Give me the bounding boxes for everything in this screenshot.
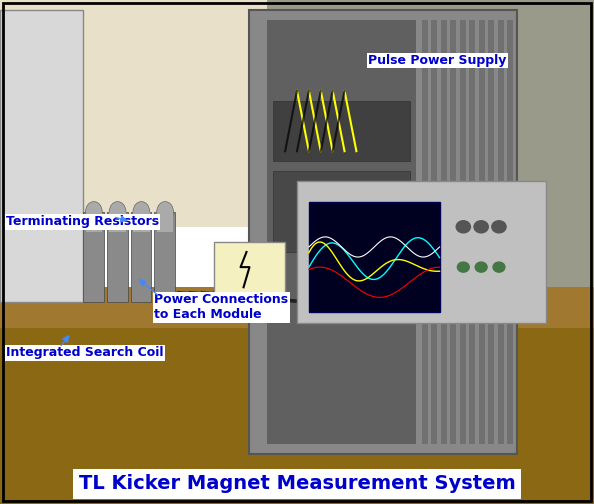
Bar (0, 287, 594, 328)
Ellipse shape (86, 202, 102, 222)
Bar (441, 20, 447, 444)
Bar (479, 20, 485, 444)
Text: TL Kicker Magnet Measurement System: TL Kicker Magnet Measurement System (78, 474, 516, 493)
Circle shape (475, 262, 487, 272)
Ellipse shape (157, 202, 173, 222)
Text: Integrated Search Coil: Integrated Search Coil (6, 346, 163, 359)
Circle shape (456, 221, 470, 233)
Bar (109, 212, 126, 232)
Bar (273, 171, 410, 252)
Text: Power Connections
to Each Module: Power Connections to Each Module (154, 293, 289, 322)
Bar (267, 20, 416, 444)
Circle shape (457, 262, 469, 272)
Bar (83, 212, 104, 302)
Bar (273, 101, 410, 161)
Bar (450, 20, 456, 444)
Bar (214, 242, 285, 312)
Bar (131, 212, 151, 302)
Ellipse shape (109, 202, 126, 222)
Text: Pulse Power Supply: Pulse Power Supply (368, 54, 507, 67)
Circle shape (492, 221, 506, 233)
Bar (431, 20, 437, 444)
Circle shape (474, 221, 488, 233)
Ellipse shape (133, 202, 150, 222)
Bar (297, 181, 546, 323)
Text: Terminating Resistors: Terminating Resistors (6, 215, 159, 228)
Bar (498, 20, 504, 444)
Bar (0, 0, 267, 227)
Bar (309, 202, 440, 312)
Bar (0, 10, 83, 302)
Bar (507, 20, 513, 444)
Bar (422, 20, 428, 444)
Bar (249, 10, 517, 454)
Bar (154, 212, 175, 302)
Bar (0, 292, 594, 504)
Bar (267, 0, 594, 504)
Bar (86, 212, 102, 232)
Bar (107, 212, 128, 302)
Bar (133, 212, 150, 232)
Bar (157, 212, 173, 232)
Bar (469, 20, 475, 444)
Circle shape (493, 262, 505, 272)
Bar (460, 20, 466, 444)
Bar (488, 20, 494, 444)
